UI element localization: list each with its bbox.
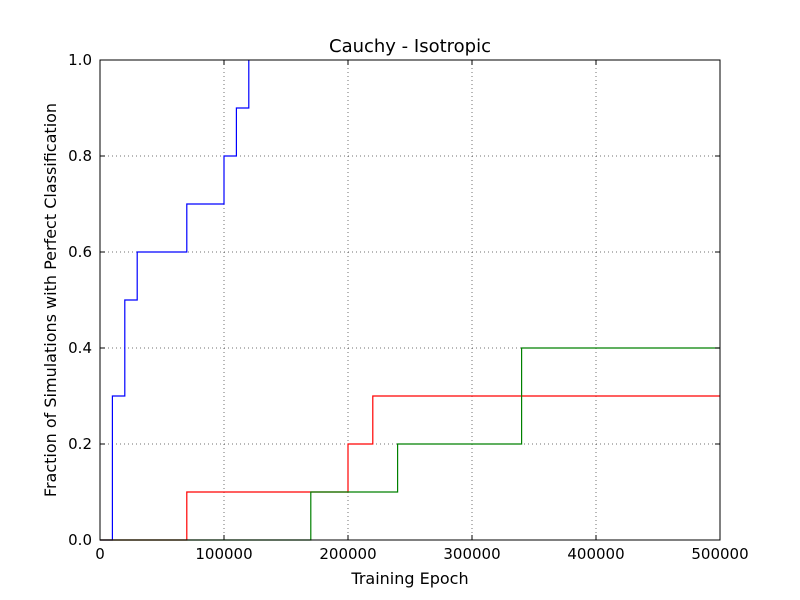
x-axis-label: Training Epoch [350, 569, 468, 588]
x-tick-label: 200000 [319, 545, 376, 563]
y-tick-label: 0.2 [68, 435, 92, 453]
series-layer [100, 60, 720, 541]
x-tick-label: 400000 [567, 545, 624, 563]
chart-title: Cauchy - Isotropic [329, 36, 491, 57]
y-tick-label: 0.4 [68, 339, 92, 357]
x-tick-label: 0 [95, 545, 105, 563]
y-axis-label: Fraction of Simulations with Perfect Cla… [41, 103, 60, 497]
y-tick-label: 0.0 [68, 531, 92, 549]
x-tick-label: 500000 [691, 545, 748, 563]
x-tick-label: 300000 [443, 545, 500, 563]
series-line-2 [100, 395, 720, 541]
y-tick-label: 0.8 [68, 147, 92, 165]
y-tick-label: 1.0 [68, 51, 92, 69]
series-line-1 [100, 60, 250, 541]
y-tick-label: 0.6 [68, 243, 92, 261]
tick-layer: 0 100000 200000 300000 400000 500000 0.0 0.2 0.4… [68, 51, 748, 563]
x-tick-label: 100000 [195, 545, 252, 563]
plot-frame [99, 59, 721, 541]
series-line-3 [100, 347, 720, 541]
